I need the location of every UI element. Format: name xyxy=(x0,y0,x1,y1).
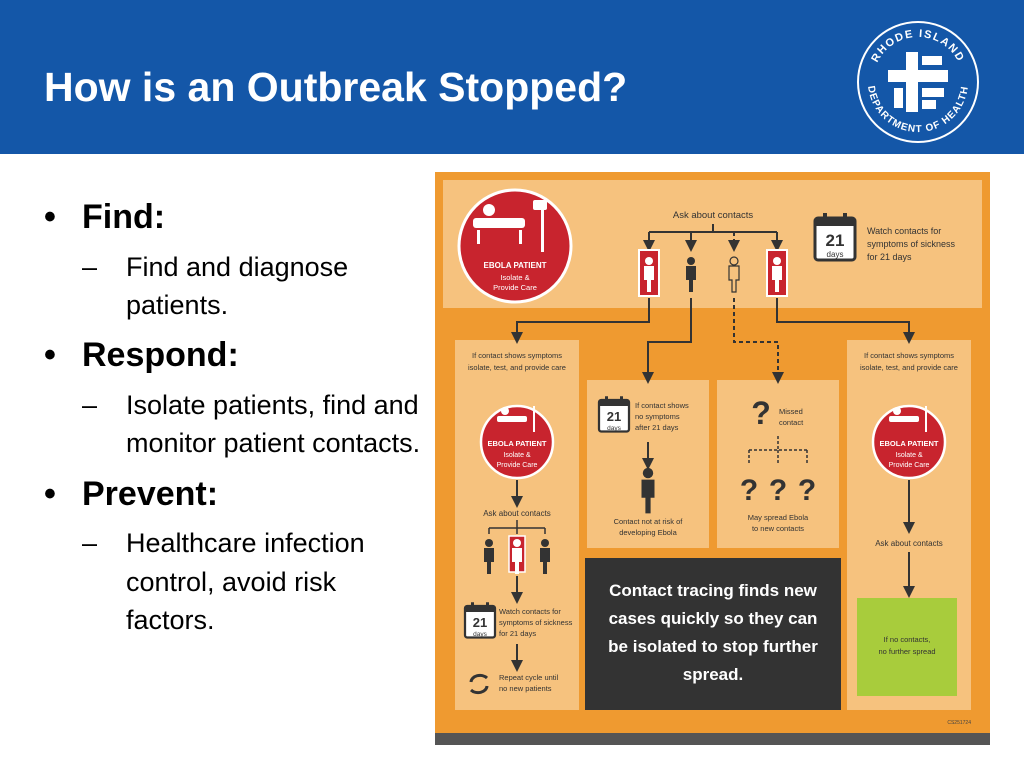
ask-contacts-label: Ask about contacts xyxy=(875,539,943,548)
contact-tracing-diagram: EBOLA PATIENT Isolate & Provide Care Ask… xyxy=(435,172,990,745)
question-mark-icon: ? xyxy=(769,474,787,507)
watch-text: Watch contacts for xyxy=(499,607,561,616)
not-at-risk-text: Contact not at risk of xyxy=(614,517,684,526)
watch-text: for 21 days xyxy=(867,252,912,262)
bullet-list: • Find: – Find and diagnose patients. • Res… xyxy=(44,198,424,653)
calendar-number: 21 xyxy=(826,231,845,250)
watch-text: Watch contacts for xyxy=(867,226,941,236)
sub-bullet-text: Healthcare infection control, avoid risk… xyxy=(126,528,365,636)
diagram-code: CS251724 xyxy=(947,720,971,726)
hospital-bed-icon xyxy=(497,406,535,432)
question-mark-icon: ? xyxy=(751,395,771,431)
mid-right-panel xyxy=(717,380,839,548)
no-symptoms-text: If contact shows xyxy=(635,401,689,410)
ask-contacts-label: Ask about contacts xyxy=(483,509,551,518)
ask-contacts-label: Ask about contacts xyxy=(673,210,754,221)
no-contacts-box xyxy=(857,598,957,696)
bullet-find: • Find: xyxy=(44,198,166,236)
missed-flow-line xyxy=(733,298,784,384)
calendar-days: days xyxy=(607,425,621,432)
condition-text: isolate, test, and provide care xyxy=(468,363,566,372)
message-text: cases quickly so they can xyxy=(609,609,818,628)
calendar-days: days xyxy=(827,250,844,259)
sub-bullet-respond: – Isolate patients, find and monitor pati… xyxy=(82,386,424,463)
question-mark-icon: ? xyxy=(798,474,816,507)
spread-text: May spread Ebola xyxy=(748,513,809,522)
bullet-heading: Respond: xyxy=(82,336,239,375)
patient-sub: Isolate & xyxy=(500,273,529,282)
not-at-risk-text: developing Ebola xyxy=(619,528,677,537)
top-branch-lines xyxy=(643,224,783,252)
patient-sub: Provide Care xyxy=(889,462,930,469)
bullet-prevent: • Prevent: xyxy=(44,474,219,513)
message-box xyxy=(585,558,841,710)
no-symptoms-text: after 21 days xyxy=(635,423,679,432)
question-mark-icon: ? xyxy=(740,474,758,507)
message-text: be isolated to stop further xyxy=(608,637,818,656)
watch-text: symptoms of sickness xyxy=(867,239,956,249)
calendar-days: days xyxy=(473,631,487,638)
branch-lines xyxy=(488,520,546,534)
watch-text: for 21 days xyxy=(499,629,536,638)
patient-sub: Provide Care xyxy=(493,283,537,292)
sub-bullet-find: – Find and diagnose patients. xyxy=(82,248,424,325)
patient-sub: Provide Care xyxy=(497,462,538,469)
hospital-bed-icon xyxy=(473,200,547,252)
repeat-text: Repeat cycle until xyxy=(499,673,559,682)
repeat-text: no new patients xyxy=(499,684,552,693)
sub-bullet-text: Isolate patients, find and monitor patie… xyxy=(126,390,421,459)
missed-contact-text: Missed xyxy=(779,407,803,416)
patient-title: EBOLA PATIENT xyxy=(484,261,547,270)
bullet-heading: Find: xyxy=(82,198,166,236)
watch-text: symptoms of sickness xyxy=(499,618,573,627)
message-text: Contact tracing finds new xyxy=(609,581,818,600)
hospital-bed-icon xyxy=(889,406,927,432)
condition-text: If contact shows symptoms xyxy=(472,351,562,360)
flow-lines xyxy=(511,298,915,384)
condition-text: If contact shows symptoms xyxy=(864,351,954,360)
no-symptoms-text: no symptoms xyxy=(635,412,680,421)
no-contacts-text: If no contacts, xyxy=(884,635,931,644)
sub-bullet-text: Find and diagnose patients. xyxy=(126,251,349,321)
missed-branch-lines xyxy=(748,436,808,464)
calendar-number: 21 xyxy=(607,409,621,424)
calendar-number: 21 xyxy=(473,615,487,630)
missed-contact-text: contact xyxy=(779,418,804,427)
sub-bullet-prevent: – Healthcare infection control, avoid ris… xyxy=(82,524,424,639)
ri-health-logo-icon: RHODE ISLAND DEPARTMENT OF HEALTH xyxy=(857,21,979,143)
no-contacts-text: no further spread xyxy=(878,647,935,656)
logo-mark-icon xyxy=(888,52,948,112)
bullet-respond: • Respond: xyxy=(44,336,239,375)
bottom-stripe xyxy=(435,733,990,745)
repeat-cycle-icon xyxy=(469,673,489,695)
header-bar: How is an Outbreak Stopped? RHODE ISLAND… xyxy=(0,0,1024,154)
spread-text: to new contacts xyxy=(752,524,804,533)
patient-title: EBOLA PATIENT xyxy=(487,439,546,448)
slide-title: How is an Outbreak Stopped? xyxy=(44,64,628,110)
patient-sub: Isolate & xyxy=(895,452,923,459)
bullet-heading: Prevent: xyxy=(82,474,219,513)
message-text: spread. xyxy=(683,665,743,684)
condition-text: isolate, test, and provide care xyxy=(860,363,958,372)
patient-title: EBOLA PATIENT xyxy=(879,439,938,448)
patient-sub: Isolate & xyxy=(503,452,531,459)
